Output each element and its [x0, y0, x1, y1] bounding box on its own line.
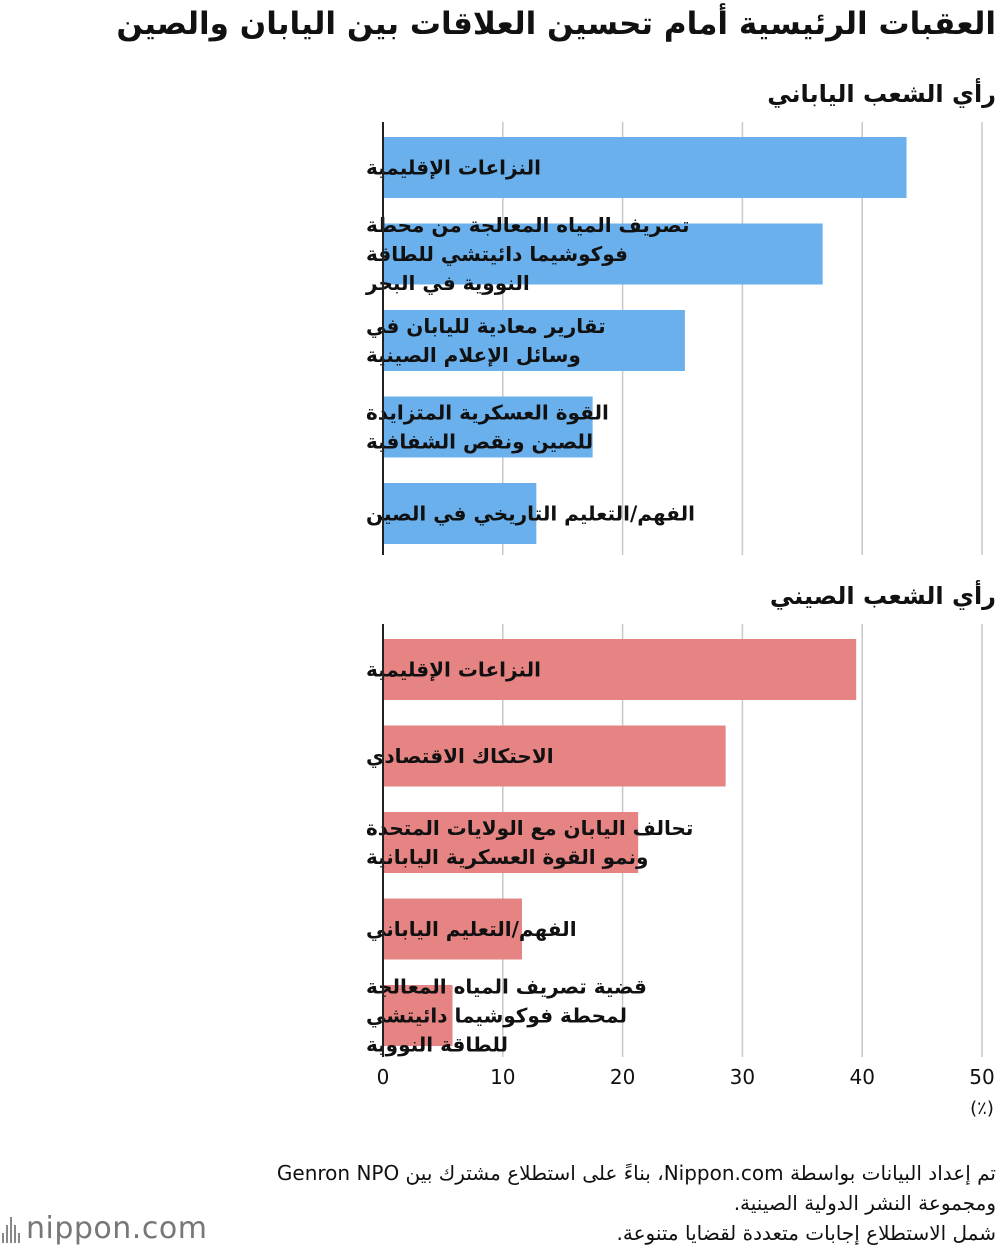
japan-bar	[383, 137, 907, 198]
japan-category-label: النووية في البحر	[365, 271, 530, 296]
x-axis-unit: (٪)	[970, 1098, 994, 1119]
footnotes: تم إعداد البيانات بواسطة Nippon.com، بنا…	[236, 1158, 996, 1248]
china-category-label: الفهم/التعليم الياباني	[366, 917, 577, 942]
x-tick-label: 0	[377, 1065, 390, 1089]
japan-category-label: النزاعات الإقليمية	[366, 156, 541, 180]
japan-category-label: تصريف المياه المعالجة من محطة	[366, 213, 690, 237]
japan-bar	[383, 310, 685, 371]
china-category-label: قضية تصريف المياه المعالجة	[366, 975, 647, 999]
x-tick-label: 20	[610, 1065, 635, 1089]
x-tick-label: 30	[730, 1065, 755, 1089]
china-bar	[383, 898, 522, 960]
china-category-label: لمحطة فوكوشيما دائيتشي	[366, 1004, 627, 1029]
logo-mark-icon	[2, 1215, 20, 1243]
japan-bar	[383, 223, 823, 285]
china-bar	[383, 639, 857, 700]
china-category-label: النزاعات الإقليمية	[366, 658, 541, 682]
bar-chart: النزاعات الإقليمية تصريف المياه المعالجة …	[365, 122, 995, 1119]
source-note: تم إعداد البيانات بواسطة Nippon.com، بنا…	[276, 1161, 996, 1215]
china-bar	[383, 725, 726, 787]
logo-text: nippon.com	[26, 1211, 208, 1246]
china-category-label: للطاقة النووية	[366, 1033, 508, 1057]
china-category-label: الاحتكاك الاقتصادي	[366, 744, 554, 769]
japan-category-label: تقارير معادية لليابان في	[366, 314, 606, 339]
survey-note: شمل الاستطلاع إجابات متعددة لقضايا متنوع…	[616, 1221, 996, 1245]
x-tick-label: 50	[969, 1065, 994, 1089]
x-tick-label: 40	[849, 1065, 874, 1089]
chart-title: العقبات الرئيسية أمام تحسين العلاقات بين…	[116, 6, 996, 42]
japan-category-label: وسائل الإعلام الصينية	[366, 343, 581, 367]
china-category-label: تحالف اليابان مع الولايات المتحدة	[366, 816, 693, 840]
x-tick-label: 10	[490, 1065, 515, 1089]
japan-category-label: القوة العسكرية المتزايدة	[366, 401, 609, 425]
china-bar	[383, 985, 453, 1046]
nippon-logo: nippon.com	[2, 1211, 207, 1246]
japan-category-label: الفهم/التعليم التاريخي في الصين	[366, 502, 695, 527]
china-panel-subtitle: رأي الشعب الصيني	[769, 582, 996, 610]
china-category-label: ونمو القوة العسكرية اليابانية	[366, 845, 648, 869]
japan-bar	[383, 483, 537, 544]
japan-bar	[383, 396, 593, 458]
japan-category-label: فوكوشيما دائيتشي للطاقة	[366, 242, 628, 267]
japan-panel-subtitle: رأي الشعب الياباني	[767, 80, 996, 108]
china-bar	[383, 812, 639, 873]
japan-category-label: للصين ونقص الشفافية	[366, 430, 593, 454]
